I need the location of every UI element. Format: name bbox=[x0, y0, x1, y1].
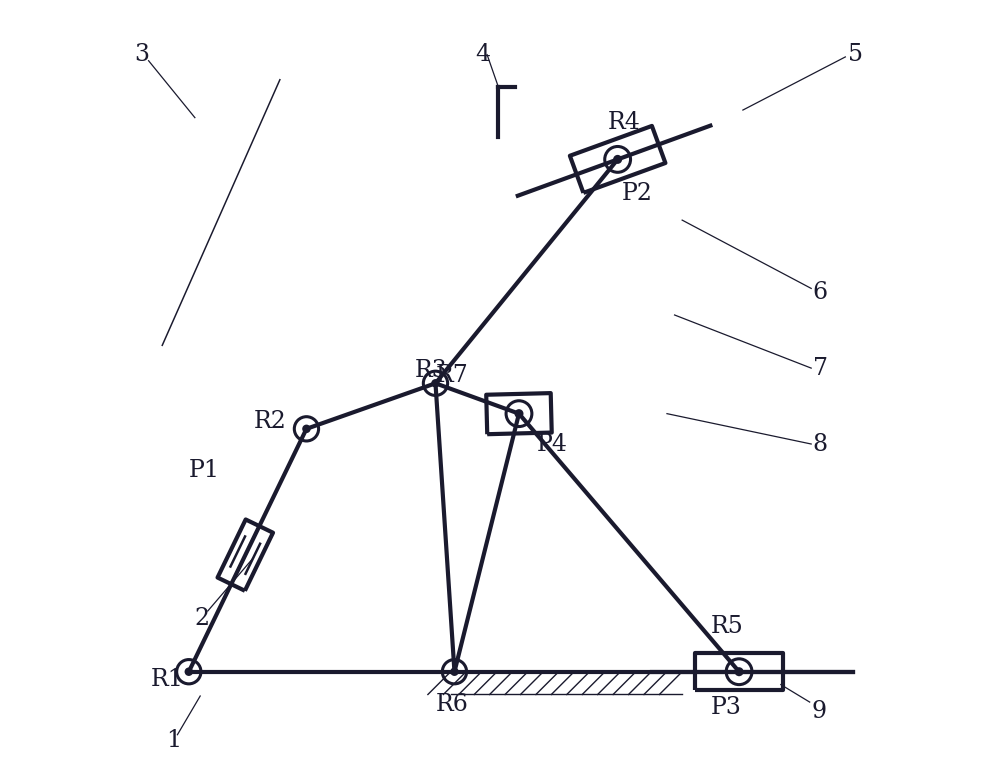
Circle shape bbox=[450, 667, 459, 676]
Text: R1: R1 bbox=[151, 668, 184, 691]
Circle shape bbox=[514, 409, 523, 418]
Circle shape bbox=[613, 155, 622, 164]
Text: 5: 5 bbox=[848, 43, 863, 66]
Text: 8: 8 bbox=[813, 433, 828, 455]
Text: R3: R3 bbox=[415, 359, 448, 382]
Text: R2: R2 bbox=[253, 410, 286, 433]
Text: P3: P3 bbox=[711, 696, 742, 719]
Text: 9: 9 bbox=[811, 701, 826, 723]
Text: P1: P1 bbox=[189, 459, 220, 482]
Circle shape bbox=[185, 667, 193, 676]
Circle shape bbox=[302, 424, 311, 433]
Text: P4: P4 bbox=[536, 433, 567, 455]
Circle shape bbox=[735, 667, 744, 676]
Text: 7: 7 bbox=[813, 357, 828, 380]
Circle shape bbox=[431, 379, 440, 388]
Text: R4: R4 bbox=[608, 112, 641, 134]
Text: 6: 6 bbox=[813, 281, 828, 304]
Text: R6: R6 bbox=[435, 693, 468, 716]
Text: 1: 1 bbox=[166, 729, 181, 751]
Text: P2: P2 bbox=[621, 182, 652, 205]
Text: R7: R7 bbox=[435, 364, 468, 387]
Text: 2: 2 bbox=[195, 607, 210, 630]
Text: R5: R5 bbox=[711, 615, 744, 638]
Text: 3: 3 bbox=[134, 43, 149, 66]
Text: 4: 4 bbox=[476, 43, 491, 66]
